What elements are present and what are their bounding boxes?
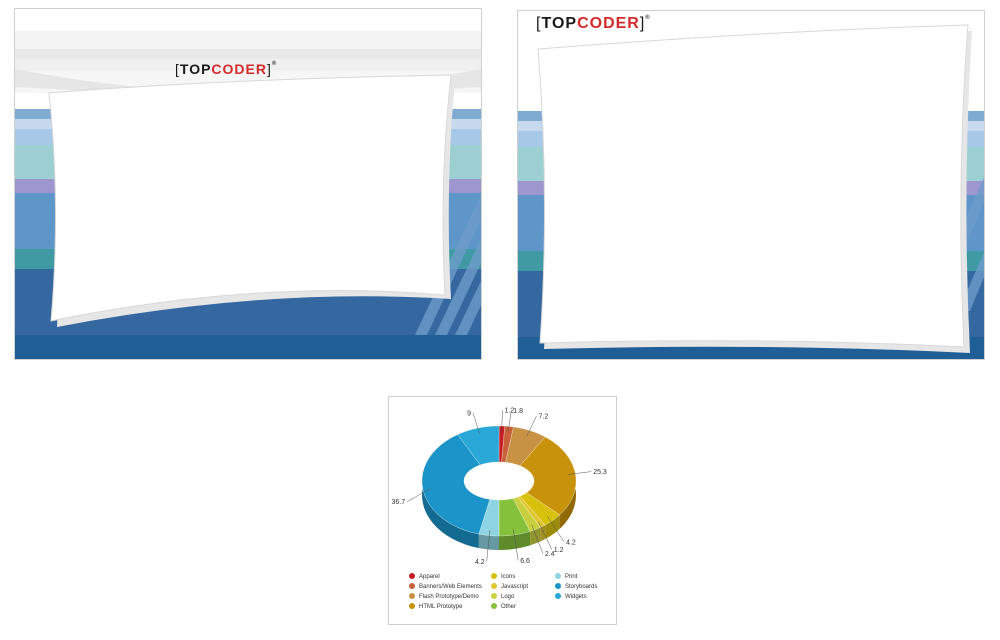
data-label: 1.2 bbox=[505, 408, 515, 415]
donut-hole bbox=[464, 462, 534, 500]
data-label: 9 bbox=[467, 410, 471, 417]
leader-line bbox=[472, 412, 480, 434]
donut-side-javascript bbox=[540, 525, 546, 542]
leader-line bbox=[513, 529, 519, 561]
leader-line bbox=[531, 524, 544, 554]
donut-side-icons bbox=[545, 514, 560, 540]
template-card-right: [TOPCODER]® bbox=[517, 10, 985, 360]
background-bands bbox=[15, 9, 481, 359]
topcoder-logo: [TOPCODER]® bbox=[175, 61, 278, 77]
leader-line bbox=[486, 530, 491, 562]
data-label: 4.2 bbox=[566, 539, 576, 546]
data-label: 36.7 bbox=[391, 499, 405, 506]
leader-line bbox=[507, 410, 512, 432]
data-label: 7.2 bbox=[539, 414, 549, 421]
data-label: 1.8 bbox=[513, 408, 523, 415]
donut-side-other bbox=[499, 531, 531, 550]
leader-line bbox=[547, 516, 565, 542]
data-label: 1.2 bbox=[554, 547, 564, 554]
chart-panel: 1.2 1.8 7.2 25.3 4.2 1.2 2.4 6.6 4.2 36.7 9 Appare… bbox=[388, 396, 617, 625]
data-label: 6.6 bbox=[520, 558, 530, 565]
data-label: 25.3 bbox=[593, 469, 607, 476]
leader-line bbox=[406, 488, 431, 502]
background-bands bbox=[518, 11, 984, 359]
leader-line bbox=[501, 410, 503, 432]
donut-side-print bbox=[478, 534, 499, 550]
topcoder-logo: [TOPCODER]® bbox=[536, 15, 651, 32]
donut-chart: 1.2 1.87.225.34.21.22.46.64.236.79 bbox=[391, 408, 607, 566]
data-label: 4.2 bbox=[475, 559, 485, 566]
leader-line bbox=[526, 415, 537, 436]
leader-line bbox=[567, 471, 592, 475]
leader-line bbox=[538, 521, 553, 550]
data-label: 2.4 bbox=[545, 551, 555, 558]
template-card-left: [TOPCODER]® bbox=[14, 8, 482, 360]
